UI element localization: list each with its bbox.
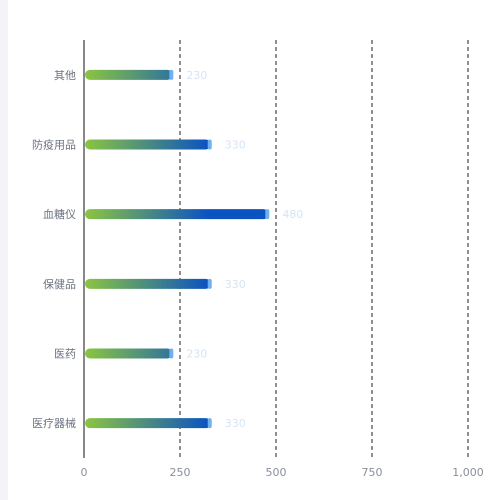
data-label: 330	[225, 139, 246, 152]
bars	[85, 69, 270, 429]
category-label: 血糖仪	[43, 207, 76, 221]
bar-end-cap	[169, 348, 174, 359]
category-label: 医疗器械	[32, 416, 76, 430]
bar	[85, 209, 269, 220]
x-tick-label: 0	[81, 466, 88, 479]
x-tick-label: 250	[170, 466, 191, 479]
category-label: 防疫用品	[32, 138, 76, 152]
data-label: 330	[225, 278, 246, 291]
bar	[85, 278, 211, 289]
data-label: 480	[282, 208, 303, 221]
x-tick-label: 1,000	[452, 466, 484, 479]
bar-end-cap	[207, 139, 212, 150]
data-label: 230	[186, 69, 207, 82]
bar	[85, 69, 173, 80]
bar-chart: 0 250 500 750 1,000 医疗器械 330 医药 230 保健品 330 血糖仪 480 防…	[32, 40, 484, 479]
labels: 0 250 500 750 1,000 医疗器械 330 医药 230 保健品 330 血糖仪 480 防…	[32, 69, 484, 479]
grid-lines	[179, 40, 469, 458]
chart-panel: 0 250 500 750 1,000 医疗器械 330 医药 230 保健品 330 血糖仪 480 防…	[8, 0, 500, 500]
bar-end-cap	[169, 69, 174, 80]
category-label: 保健品	[43, 277, 76, 291]
data-label: 230	[186, 348, 207, 361]
data-label: 330	[225, 417, 246, 430]
category-label: 其他	[54, 69, 76, 82]
x-tick-label: 750	[362, 466, 383, 479]
bar-end-cap	[207, 278, 212, 289]
bar-end-cap	[207, 418, 212, 429]
bar-end-cap	[265, 209, 270, 220]
bar	[85, 139, 211, 150]
category-label: 医药	[54, 348, 76, 361]
bar	[85, 348, 173, 359]
bar	[85, 418, 211, 429]
x-tick-label: 500	[266, 466, 287, 479]
